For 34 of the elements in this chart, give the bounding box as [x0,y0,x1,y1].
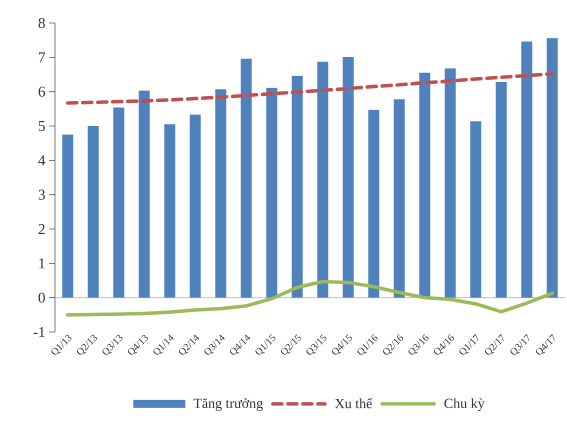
y-tick-label: 5 [38,121,45,131]
bar [444,68,456,298]
bar [62,134,74,298]
y-tick-label: 0 [38,292,45,303]
legend-label: Chu kỳ [444,398,485,411]
bar [292,76,303,298]
bar [546,38,558,298]
bar [215,89,226,298]
y-tick-label: 4 [38,155,46,166]
y-tick-label: -1 [34,327,45,337]
bar [113,107,124,298]
legend-label: Tăng trưởng [194,398,263,411]
bar [240,58,252,298]
y-tick-label: 7 [38,52,46,62]
bar [394,99,405,298]
bar [190,114,201,298]
y-tick-label: 3 [38,190,45,200]
bar [368,110,380,298]
bar [317,62,328,298]
y-tick-label: 2 [38,224,45,234]
bar [88,126,99,298]
y-tick-label: 6 [38,86,46,97]
y-tick-label: 8 [38,18,45,28]
bar [266,88,278,298]
legend-label: Xu thế [334,398,373,408]
bar [496,82,507,298]
bar [419,72,430,298]
y-tick-label: 1 [39,258,45,268]
bar [470,121,482,298]
line-series [66,280,554,317]
bar [342,57,354,298]
bar [521,42,532,298]
bar [138,90,150,298]
bar [164,124,176,298]
